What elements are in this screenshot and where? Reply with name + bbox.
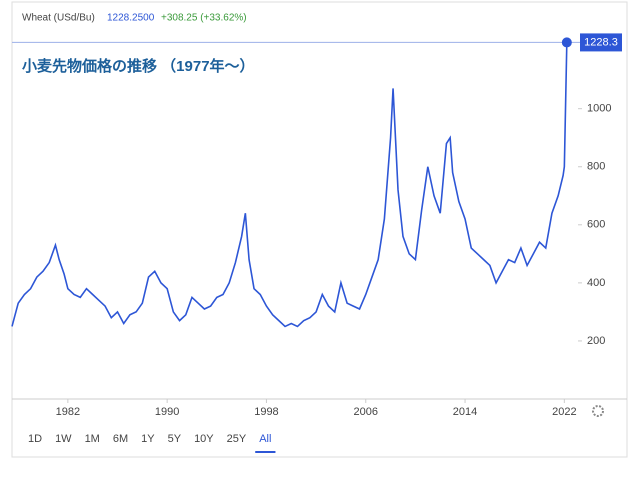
x-tick-label: 1998 bbox=[254, 406, 278, 418]
x-tick-label: 2022 bbox=[552, 406, 576, 418]
range-button[interactable]: All bbox=[259, 433, 271, 445]
panel-border bbox=[11, 1, 628, 458]
y-tick-label: 1000 bbox=[587, 103, 611, 115]
chart-title: 小麦先物価格の推移 （1977年～） bbox=[22, 57, 255, 75]
range-button[interactable]: 10Y bbox=[194, 433, 214, 445]
symbol: Wheat (USd/Bu) bbox=[22, 13, 95, 24]
value-badge-label: 1228.3 bbox=[584, 36, 618, 48]
change: +308.25 (+33.62%) bbox=[161, 13, 247, 24]
range-button[interactable]: 5Y bbox=[168, 433, 182, 445]
price: 1228.2500 bbox=[107, 13, 155, 24]
value-badge bbox=[580, 33, 622, 52]
price-line bbox=[11, 42, 568, 328]
y-tick-label: 800 bbox=[587, 161, 605, 173]
x-tick-label: 2014 bbox=[453, 406, 477, 418]
range-button[interactable]: 1W bbox=[55, 433, 72, 445]
last-point bbox=[561, 37, 572, 48]
x-tick-label: 1982 bbox=[56, 406, 80, 418]
range-button[interactable]: 1M bbox=[85, 433, 100, 445]
range-button[interactable]: 25Y bbox=[227, 433, 247, 445]
y-tick-label: 200 bbox=[587, 335, 605, 347]
range-button[interactable]: 1Y bbox=[141, 433, 155, 445]
x-tick-label: 2006 bbox=[354, 406, 378, 418]
settings-icon[interactable] bbox=[592, 405, 604, 417]
range-button[interactable]: 1D bbox=[28, 433, 42, 445]
range-button[interactable]: 6M bbox=[113, 433, 128, 445]
y-tick-label: 400 bbox=[587, 277, 605, 289]
x-tick-label: 1990 bbox=[155, 406, 179, 418]
y-tick-label: 600 bbox=[587, 219, 605, 231]
